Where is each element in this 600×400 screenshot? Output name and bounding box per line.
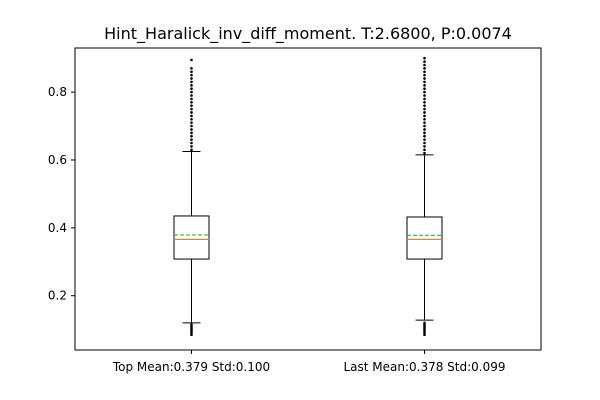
outlier-point (190, 131, 193, 135)
outlier-point (423, 134, 426, 138)
x-axis: Top Mean:0.379 Std:0.100 Last Mean:0.378 … (112, 350, 506, 374)
outlier-point (423, 87, 426, 91)
outlier-point (423, 145, 426, 148)
outlier-point (190, 70, 193, 74)
iqr-box (406, 216, 443, 260)
outlier-point (190, 111, 193, 114)
outlier-point (423, 94, 426, 97)
outlier-point (423, 73, 426, 77)
iqr-box (173, 215, 210, 260)
outlier-point (190, 90, 193, 94)
outlier-point (423, 77, 426, 80)
outlier-point (423, 84, 426, 87)
chart-title: Hint_Haralick_inv_diff_moment. T:2.6800,… (104, 24, 512, 44)
y-axis: 0.2 0.4 0.6 0.8 (48, 85, 75, 303)
outlier-point (190, 145, 193, 148)
outlier-point (190, 138, 193, 141)
axes-frame (74, 47, 542, 351)
outlier-point (190, 148, 193, 152)
outlier-point (423, 67, 426, 70)
outlier-point (190, 84, 193, 87)
y-tick-label: 0.4 (48, 221, 67, 235)
outlier-point (423, 97, 426, 101)
outlier-point (190, 333, 193, 337)
outlier-point (423, 141, 426, 145)
outlier-point (190, 77, 193, 80)
outlier-point (190, 97, 193, 101)
box-group (173, 58, 210, 337)
outlier-point (190, 107, 193, 111)
outlier-point (190, 117, 193, 121)
outlier-point (423, 151, 426, 155)
box-group (406, 56, 443, 337)
outlier-point (190, 67, 193, 70)
outlier-point (190, 94, 193, 97)
outlier-point (423, 138, 426, 141)
x-tick-label: Last Mean:0.378 Std:0.099 (343, 360, 505, 374)
outlier-point (190, 121, 193, 124)
y-tick-label: 0.8 (48, 85, 67, 99)
outlier-point (423, 63, 426, 67)
outlier-point (190, 58, 193, 62)
outlier-point (190, 134, 193, 138)
outlier-point (423, 128, 426, 131)
outlier-point (190, 128, 193, 131)
outlier-point (190, 80, 193, 84)
outlier-point (423, 117, 426, 121)
outlier-point (423, 56, 426, 60)
outlier-point (423, 111, 426, 114)
outlier-point (423, 100, 426, 104)
outlier-point (423, 90, 426, 94)
outlier-point (190, 124, 193, 128)
outlier-point (423, 107, 426, 111)
plot-area (173, 56, 443, 337)
outlier-point (190, 73, 193, 77)
outlier-point (423, 333, 426, 337)
x-tick-label: Top Mean:0.379 Std:0.100 (112, 360, 270, 374)
y-tick-label: 0.6 (48, 153, 67, 167)
outlier-point (423, 70, 426, 74)
outlier-point (190, 141, 193, 145)
outlier-point (423, 131, 426, 135)
y-tick-label: 0.2 (48, 289, 67, 303)
outlier-point (190, 87, 193, 91)
outlier-point (423, 80, 426, 84)
outlier-point (423, 121, 426, 124)
outlier-point (423, 114, 426, 118)
outlier-point (423, 124, 426, 128)
outlier-point (423, 104, 426, 107)
outlier-point (423, 60, 426, 63)
outlier-point (190, 100, 193, 104)
outlier-point (190, 114, 193, 118)
outlier-point (190, 104, 193, 107)
outlier-point (423, 148, 426, 152)
